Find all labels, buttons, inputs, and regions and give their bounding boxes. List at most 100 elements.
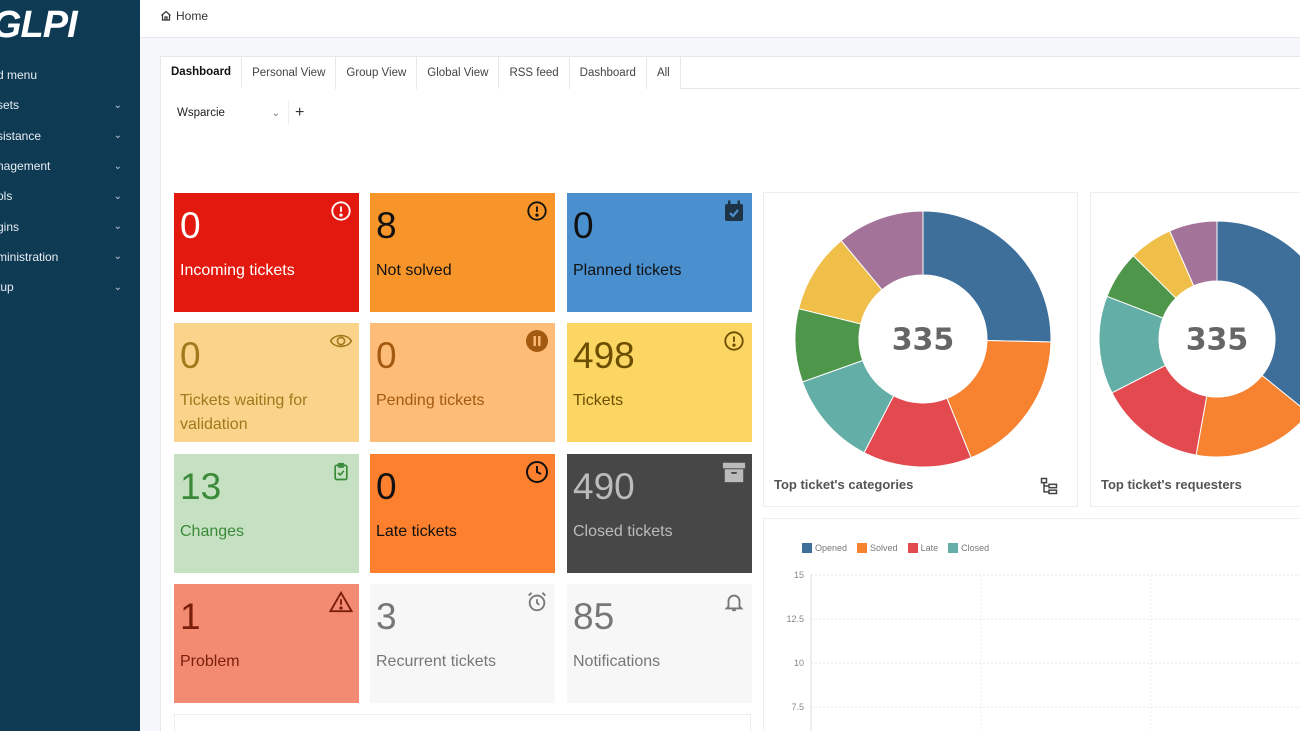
donut-slice[interactable] [922, 210, 1052, 343]
chevron-down-icon: ⌄ [113, 190, 122, 202]
sidebar-item-4[interactable]: ols ⌄ [0, 181, 140, 211]
donut-slice[interactable] [1216, 220, 1300, 413]
tab-3[interactable]: Global View [417, 57, 500, 89]
alarm-clock-icon [525, 590, 549, 614]
sidebar-item-0[interactable]: d menu [0, 60, 140, 90]
legend-label: Late [920, 543, 939, 553]
bell-icon [722, 590, 746, 614]
chevron-down-icon: ⌄ [113, 130, 122, 142]
tile-notifications[interactable]: 85 Notifications [567, 584, 752, 703]
hierarchy-icon[interactable] [1039, 476, 1059, 496]
tile-closed-tickets[interactable]: 490 Closed tickets [567, 454, 752, 573]
chevron-down-icon: ⌄ [113, 221, 122, 233]
tile-value: 0 [376, 466, 397, 507]
sidebar-item-1[interactable]: sets ⌄ [0, 90, 140, 120]
tile-label: Not solved [376, 262, 452, 279]
tile-tickets-waiting-for-validation[interactable]: 0 Tickets waiting for validation [174, 323, 359, 442]
tile-not-solved[interactable]: 8 Not solved [370, 193, 555, 312]
clock-icon [525, 460, 549, 484]
chevron-down-icon: ⌄ [113, 160, 122, 172]
donut-total: 335 [892, 323, 955, 358]
eye-icon [329, 329, 353, 353]
glpi-logo[interactable]: GLPI [0, 4, 78, 46]
tile-value: 0 [180, 335, 201, 376]
tile-label: Tickets [573, 392, 624, 409]
tab-5[interactable]: Dashboard [569, 57, 647, 89]
pause-circle-icon [525, 329, 549, 353]
sidebar-item-5[interactable]: gins ⌄ [0, 211, 140, 241]
tile-value: 1 [180, 596, 201, 637]
requesters-donut-chart: 335 [1098, 220, 1300, 458]
y-tick-label: 12.5 [786, 614, 804, 624]
tile-label: Tickets waiting for validation [180, 392, 308, 433]
breadcrumb-home[interactable]: Home [176, 9, 209, 23]
tile-planned-tickets[interactable]: 0 Planned tickets [567, 193, 752, 312]
tile-label: Notifications [573, 653, 661, 670]
y-tick-label: 10 [794, 658, 804, 668]
sidebar-item-2[interactable]: sistance ⌄ [0, 121, 140, 151]
tile-label: Closed tickets [573, 523, 673, 540]
tile-value: 85 [573, 596, 615, 637]
tile-label: Late tickets [376, 523, 457, 540]
tile-changes[interactable]: 13 Changes [174, 454, 359, 573]
clipboard-check-icon [329, 460, 353, 484]
tab-4[interactable]: RSS feed [499, 57, 570, 89]
legend-swatch [948, 543, 959, 553]
tile-incoming-tickets[interactable]: 0 Incoming tickets [174, 193, 359, 312]
tile-label: Incoming tickets [180, 262, 295, 279]
sidebar-item-label: ministration [0, 249, 59, 264]
legend-swatch [857, 543, 868, 553]
chevron-down-icon: ⌄ [113, 99, 122, 111]
tile-problem[interactable]: 1 Problem [174, 584, 359, 703]
chevron-down-icon: ⌄ [271, 107, 280, 119]
tile-value: 490 [573, 466, 635, 507]
sidebar-item-label: nagement [0, 159, 51, 174]
legend-label: Closed [961, 543, 990, 553]
tile-label: Changes [180, 523, 245, 540]
tickets-line-chart: 15 12.5 10 7.5 [786, 570, 1300, 731]
breadcrumb[interactable]: Home [160, 9, 208, 23]
dashboard-selector: Wsparcie ⌄ + [171, 101, 304, 125]
donut-slice[interactable] [840, 210, 924, 291]
legend-item-closed[interactable]: Closed [948, 543, 989, 553]
sidebar: GLPI d menu sets ⌄ sistance ⌄ nagement ⌄ ols ⌄ gi… [0, 0, 140, 731]
donut-total: 335 [1186, 323, 1249, 358]
alert-circle-icon [525, 199, 549, 223]
view-tabs: Dashboard Personal View Group View Global V… [161, 57, 1300, 89]
chevron-down-icon: ⌄ [113, 281, 122, 293]
tab-6[interactable]: All [646, 57, 681, 89]
tile-value: 8 [376, 205, 397, 246]
tickets-evolution-card: Opened Solved Late Closed 15 12.5 10 7.5 [763, 518, 1300, 731]
tile-value: 3 [376, 596, 397, 637]
legend-item-late[interactable]: Late [907, 543, 939, 553]
add-dashboard-button[interactable]: + [295, 104, 305, 121]
sidebar-item-label: sistance [0, 128, 42, 143]
tab-2[interactable]: Group View [336, 57, 418, 89]
tile-value: 0 [180, 205, 201, 246]
sidebar-item-3[interactable]: nagement ⌄ [0, 151, 140, 181]
legend-label: Solved [870, 543, 898, 553]
tile-value: 13 [180, 466, 222, 507]
tile-label: Pending tickets [376, 392, 485, 409]
legend-item-opened[interactable]: Opened [802, 543, 847, 553]
legend-label: Opened [815, 543, 848, 553]
tile-tickets[interactable]: 498 Tickets [567, 323, 752, 442]
tile-pending-tickets[interactable]: 0 Pending tickets [370, 323, 555, 442]
donut-slice[interactable] [1169, 220, 1218, 287]
sidebar-item-7[interactable]: tup ⌄ [0, 272, 140, 302]
tile-value: 0 [573, 205, 594, 246]
sidebar-item-6[interactable]: ministration ⌄ [0, 242, 140, 272]
tab-0[interactable]: Dashboard [161, 57, 243, 89]
tab-1[interactable]: Personal View [242, 57, 337, 89]
alert-circle-icon [722, 329, 746, 353]
chart-legend: Opened Solved Late Closed [802, 543, 993, 553]
categories-donut-chart: 335 [794, 210, 1052, 468]
legend-item-solved[interactable]: Solved [857, 543, 898, 553]
warning-triangle-icon [329, 590, 353, 614]
sidebar-item-label: tup [0, 280, 14, 295]
sidebar-item-label: ols [0, 189, 13, 204]
legend-swatch [802, 543, 812, 553]
tile-late-tickets[interactable]: 0 Late tickets [370, 454, 555, 573]
tile-recurrent-tickets[interactable]: 3 Recurrent tickets [370, 584, 555, 703]
dashboard-select[interactable]: Wsparcie ⌄ [171, 101, 289, 125]
